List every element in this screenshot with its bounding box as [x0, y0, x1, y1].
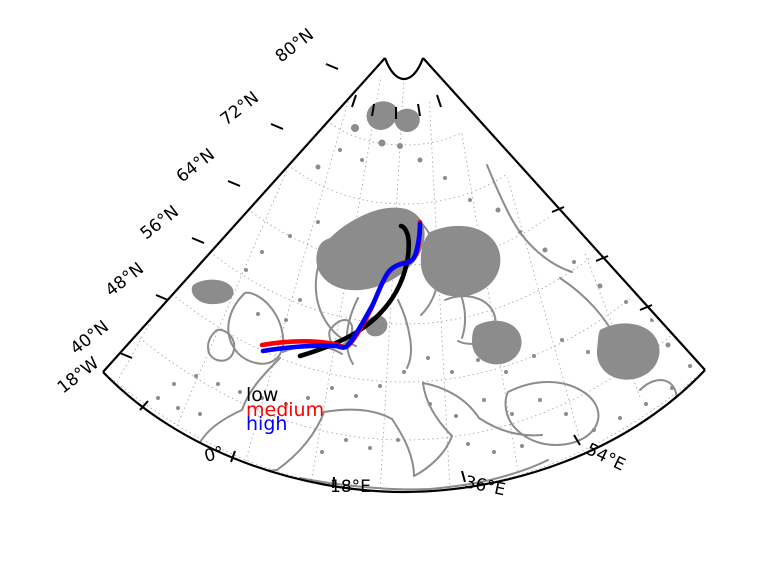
- coastline-island-sv1: [351, 124, 359, 132]
- tick-right-3: [639, 304, 653, 311]
- legend-label-high: high: [246, 413, 287, 435]
- coastline-group: [156, 64, 692, 491]
- coastline-norway-coast: [314, 239, 357, 347]
- meridian-6w: [174, 69, 331, 431]
- lon-label-18w: 18°W: [54, 353, 103, 398]
- coastline-lake-east: [596, 323, 660, 380]
- tick-top-4: [417, 103, 421, 117]
- coastline-iberia-west: [197, 409, 243, 447]
- frame-left-edge: [102, 57, 386, 373]
- meridian-6e: [309, 75, 382, 490]
- coastline-africa-north-east: [429, 459, 549, 490]
- coastline-gulf-lion: [323, 408, 393, 420]
- coastline-italy-west: [391, 418, 415, 477]
- coastline-svalbard-west: [366, 101, 398, 130]
- coastline-denmark: [328, 319, 354, 347]
- parallel-52n: [171, 293, 637, 383]
- lat-label-48n: 48°N: [102, 259, 148, 301]
- coastline-kola-barents: [420, 225, 501, 297]
- tick-top-5: [436, 94, 442, 108]
- map-frame: [102, 57, 706, 494]
- track-group: [259, 219, 423, 359]
- meridian-12e: [379, 76, 405, 492]
- frame-bottom-arc: [102, 369, 706, 494]
- frame-right-edge: [422, 57, 706, 371]
- tick-lat-56: [191, 237, 205, 244]
- track-low: [297, 223, 412, 359]
- coastline-black-sea: [504, 381, 600, 446]
- tick-lon-36e: [461, 470, 466, 483]
- coastline-franz-josef: [512, 129, 527, 169]
- parallel-76n: [287, 164, 521, 205]
- coastline-iberia-mediterranean: [276, 411, 325, 471]
- lon-label-0: 0°: [202, 443, 226, 467]
- coastline-island-sv3: [397, 143, 403, 149]
- legend-label-low: low: [246, 384, 278, 406]
- lat-label-40n: 40°N: [67, 317, 113, 359]
- tick-lat-64: [227, 180, 241, 187]
- coastline-great-britain: [227, 291, 285, 365]
- frame-top-arc: [383, 57, 425, 80]
- coastline-svalbard-east: [394, 108, 420, 133]
- coastline-italy-east: [413, 435, 453, 477]
- lat-label-72n: 72°N: [217, 88, 263, 130]
- coastline-white-sea: [439, 261, 466, 339]
- coastline-baltic-west: [345, 297, 359, 365]
- tick-lon-18e: [332, 476, 335, 489]
- tick-lon-18w: [139, 400, 149, 411]
- coastline-greece-aegean: [478, 417, 543, 437]
- tick-lon-54e: [573, 434, 581, 446]
- track-high: [260, 221, 423, 354]
- tick-top-1: [351, 94, 357, 108]
- coastline-novaya-zemlya: [486, 164, 573, 273]
- tick-right-1: [551, 206, 565, 213]
- coastline-balkans: [422, 382, 480, 419]
- tick-top-2: [371, 103, 375, 117]
- coastline-speckles: [156, 148, 692, 454]
- lat-label-64n: 64°N: [173, 145, 219, 187]
- tick-lat-48: [155, 294, 169, 301]
- coastline-france-atlantic: [241, 357, 281, 411]
- legend: low medium high: [246, 384, 324, 435]
- coastline-ireland: [207, 328, 236, 362]
- coastline-adriatic-west: [422, 382, 453, 437]
- parallel-84n: [326, 120, 482, 146]
- tick-right-2: [595, 255, 609, 262]
- coastline-island-sv2: [378, 139, 386, 147]
- coastline-greenland-south: [237, 145, 273, 181]
- tick-lat-80: [325, 63, 339, 70]
- lon-label-54e: 54°E: [583, 440, 629, 476]
- coastline-baltic-east: [397, 299, 412, 369]
- lat-label-56n: 56°N: [137, 202, 183, 244]
- meridian-12w: [116, 63, 294, 383]
- coastline-iceland: [191, 279, 234, 305]
- legend-label-medium: medium: [246, 399, 324, 421]
- tick-lat-40: [119, 352, 133, 359]
- parallel-36n: [103, 369, 705, 492]
- tick-lat-72: [270, 123, 284, 130]
- coastline-russia-interior: [472, 320, 522, 365]
- lat-label-80n: 80°N: [272, 25, 318, 67]
- tick-group: [119, 63, 653, 489]
- meridian-42e: [547, 58, 691, 346]
- tick-lon-0: [230, 450, 236, 463]
- coastline-africa-north-west: [299, 477, 431, 491]
- lon-label-18e: 18°E: [330, 477, 371, 497]
